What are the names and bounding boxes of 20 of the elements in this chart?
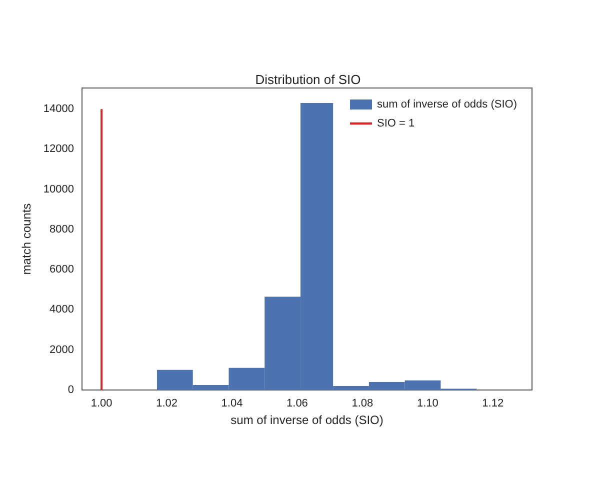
legend-label: SIO = 1 <box>377 118 415 130</box>
x-axis-title: sum of inverse of odds (SIO) <box>230 412 384 427</box>
x-tick-label: 1.04 <box>221 398 243 410</box>
y-tick-label: 6000 <box>50 264 74 276</box>
x-tick-label: 1.02 <box>156 398 178 410</box>
y-tick-label: 14000 <box>43 103 74 116</box>
x-tick-label: 1.10 <box>416 398 438 410</box>
y-tick-label: 4000 <box>50 304 74 316</box>
x-tick-label: 1.06 <box>286 398 308 410</box>
y-axis-title: match counts <box>20 203 34 275</box>
y-tick-label: 2000 <box>50 344 74 356</box>
legend-label: sum of inverse of odds (SIO) <box>377 98 517 110</box>
chart-title: Distribution of SIO <box>255 72 361 87</box>
y-tick-label: 0 <box>68 384 74 396</box>
x-tick-label: 1.12 <box>482 398 504 410</box>
x-tick-label: 1.00 <box>90 398 112 410</box>
x-tick-label: 1.08 <box>352 398 374 410</box>
y-tick-label: 12000 <box>43 143 74 156</box>
y-tick-label: 10000 <box>43 183 74 196</box>
y-tick-label: 8000 <box>50 223 74 236</box>
